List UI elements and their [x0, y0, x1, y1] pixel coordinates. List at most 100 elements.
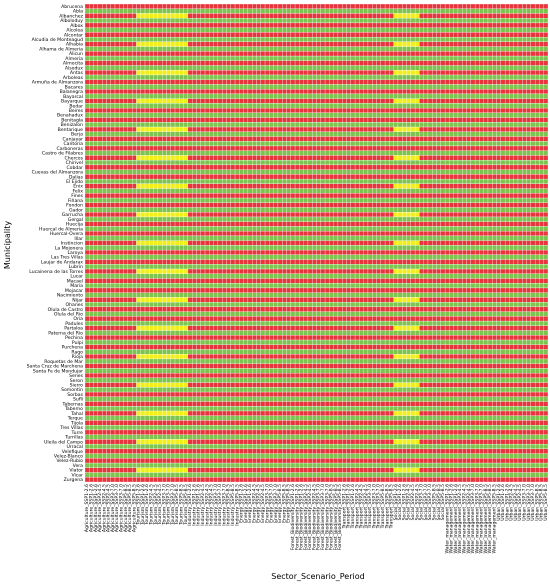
heatmap-cell	[397, 145, 403, 151]
heatmap-cell	[144, 169, 150, 175]
heatmap-cell	[106, 79, 111, 85]
heatmap-cell	[204, 126, 210, 132]
heatmap-cell	[367, 36, 373, 43]
heatmap-cell	[84, 183, 90, 189]
heatmap-cell	[277, 89, 283, 95]
heatmap-cell	[140, 178, 146, 184]
heatmap-cell	[487, 22, 493, 28]
heatmap-cell	[389, 207, 394, 213]
heatmap-cell	[504, 174, 510, 180]
heatmap-cell	[483, 55, 489, 61]
heatmap-cell	[316, 150, 321, 156]
heatmap-cell	[350, 107, 356, 114]
heatmap-cell	[127, 145, 133, 151]
heatmap-cell	[127, 207, 133, 213]
heatmap-cell	[384, 98, 390, 104]
heatmap-cell	[93, 122, 99, 128]
heatmap-cell	[84, 136, 90, 142]
heatmap-cell	[423, 112, 429, 118]
heatmap-cell	[312, 178, 317, 184]
heatmap-cell	[106, 216, 111, 222]
heatmap-cell	[509, 131, 514, 137]
heatmap-cell	[427, 183, 433, 189]
heatmap-cell	[380, 193, 386, 199]
heatmap-cell	[346, 207, 351, 213]
heatmap-cell	[359, 141, 364, 147]
heatmap-cell	[286, 41, 291, 47]
heatmap-cell	[509, 197, 514, 203]
heatmap-cell	[239, 155, 244, 161]
heatmap-cell	[123, 117, 129, 123]
heatmap-cell	[419, 84, 424, 90]
heatmap-cell	[200, 183, 206, 189]
heatmap-cell	[496, 3, 501, 9]
heatmap-cell	[449, 174, 454, 180]
heatmap-cell	[500, 84, 506, 90]
heatmap-cell	[230, 178, 236, 184]
heatmap-cell	[132, 8, 137, 14]
heatmap-cell	[106, 107, 111, 114]
heatmap-cell	[517, 22, 523, 28]
heatmap-cell	[410, 112, 416, 118]
heatmap-cell	[260, 126, 266, 132]
heatmap-cell	[427, 155, 433, 161]
heatmap-cell	[97, 22, 103, 28]
heatmap-cell	[466, 193, 471, 199]
heatmap-cell	[539, 193, 544, 199]
heatmap-cell	[183, 122, 189, 128]
heatmap-cell	[312, 174, 317, 180]
heatmap-cell	[299, 65, 304, 71]
heatmap-cell	[453, 150, 459, 156]
heatmap-cell	[359, 197, 364, 203]
heatmap-cell	[136, 103, 141, 109]
heatmap-cell	[380, 169, 386, 175]
heatmap-cell	[234, 22, 240, 28]
heatmap-cell	[449, 27, 454, 33]
heatmap-cell	[230, 8, 236, 14]
heatmap-cell	[504, 103, 510, 109]
heatmap-cell	[517, 188, 523, 194]
heatmap-cell	[89, 174, 94, 180]
heatmap-cell	[144, 174, 150, 180]
heatmap-cell	[260, 112, 266, 118]
heatmap-cell	[243, 107, 249, 114]
heatmap-cell	[444, 41, 450, 47]
heatmap-cell	[367, 150, 373, 156]
heatmap-cell	[217, 212, 223, 218]
heatmap-cell	[479, 155, 484, 161]
heatmap-cell	[162, 18, 167, 24]
heatmap-cell	[277, 145, 283, 151]
heatmap-cell	[179, 8, 184, 14]
heatmap-cell	[303, 136, 309, 142]
heatmap-cell	[432, 150, 437, 156]
heatmap-cell	[397, 70, 403, 76]
heatmap-cell	[183, 197, 189, 203]
heatmap-cell	[166, 136, 171, 142]
heatmap-cell	[517, 126, 523, 132]
heatmap-cell	[376, 3, 381, 9]
heatmap-cell	[179, 32, 184, 38]
heatmap-cell	[183, 93, 189, 99]
heatmap-cell	[277, 22, 283, 28]
heatmap-cell	[97, 112, 103, 118]
heatmap-cell	[307, 107, 313, 114]
heatmap-cell	[101, 70, 107, 76]
heatmap-cell	[187, 32, 193, 38]
heatmap-cell	[316, 212, 321, 218]
heatmap-cell	[230, 183, 236, 189]
heatmap-cell	[273, 22, 279, 28]
heatmap-cell	[526, 13, 532, 19]
heatmap-cell	[252, 32, 257, 38]
heatmap-cell	[239, 197, 244, 203]
heatmap-cell	[252, 141, 257, 147]
heatmap-cell	[367, 79, 373, 85]
heatmap-cell	[440, 141, 446, 147]
heatmap-cell	[192, 117, 197, 123]
heatmap-cell	[470, 3, 476, 9]
heatmap-cell	[222, 36, 227, 43]
heatmap-cell	[234, 145, 240, 151]
heatmap-cell	[200, 112, 206, 118]
heatmap-cell	[282, 51, 287, 57]
heatmap-cell	[260, 136, 266, 142]
heatmap-cell	[376, 155, 381, 161]
